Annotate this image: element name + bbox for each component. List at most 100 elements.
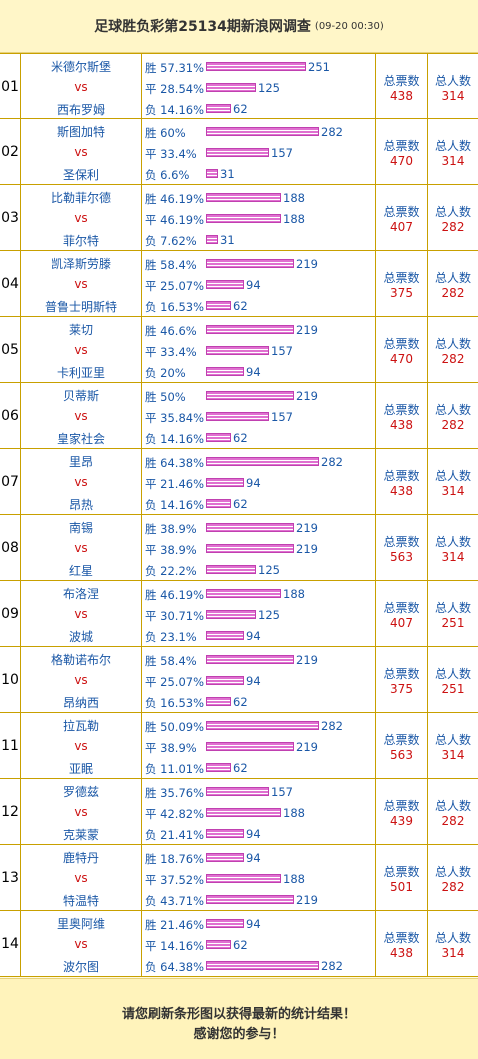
away-team-link[interactable]: 特温特: [62, 894, 99, 908]
home-team-link[interactable]: 比勒菲尔德: [50, 191, 111, 205]
vote-count: 31: [220, 233, 235, 247]
teams-cell: 莱切 vs 卡利亚里: [21, 317, 142, 382]
match-row: 07 里昂 vs 昂热 胜 64.38% 282 平 21.46% 94 负 14.16% 62 总…: [0, 449, 478, 515]
vote-bar: [206, 193, 281, 202]
stat-label: 负 43.71%: [145, 893, 205, 909]
total-votes-value: 439: [390, 814, 413, 828]
away-team-link[interactable]: 亚眠: [68, 762, 93, 776]
vs-label: vs: [74, 871, 88, 885]
total-votes-label: 总票数: [383, 271, 420, 285]
total-people-label: 总人数: [434, 403, 471, 417]
result-label: 胜: [145, 720, 157, 734]
away-team-link[interactable]: 圣保利: [62, 168, 99, 182]
total-people-cell: 总人数 282: [428, 317, 478, 382]
match-row: 12 罗德兹 vs 克莱蒙 胜 35.76% 157 平 42.82% 188 负 21.41%…: [0, 779, 478, 845]
teams-cell: 南锡 vs 红星: [21, 515, 142, 580]
result-label: 平: [145, 213, 157, 227]
vs-label: vs: [74, 475, 88, 489]
vote-bar: [206, 874, 281, 883]
home-team-link[interactable]: 格勒诺布尔: [50, 653, 111, 667]
result-label: 胜: [145, 918, 157, 932]
result-label: 平: [145, 543, 157, 557]
result-label: 平: [145, 147, 157, 161]
vote-count: 94: [246, 365, 261, 379]
stats-cell: 胜 64.38% 282 平 21.46% 94 负 14.16% 62: [142, 449, 376, 514]
away-team-link[interactable]: 普鲁士明斯特: [44, 300, 117, 314]
away-team-link[interactable]: 菲尔特: [62, 234, 99, 248]
away-team-link[interactable]: 波尔图: [62, 960, 99, 974]
stat-label: 胜 46.19%: [145, 191, 205, 207]
away-team-link[interactable]: 克莱蒙: [62, 828, 99, 842]
away-team-link[interactable]: 昂纳西: [62, 696, 99, 710]
percent-value: 38.9%: [160, 741, 197, 755]
home-team-link[interactable]: 布洛涅: [62, 587, 99, 601]
vote-count: 188: [283, 587, 305, 601]
vote-count: 125: [258, 563, 280, 577]
vote-count: 94: [246, 674, 261, 688]
away-team-link[interactable]: 波城: [68, 630, 93, 644]
total-votes-value: 407: [390, 616, 413, 630]
total-people-label: 总人数: [434, 535, 471, 549]
away-team-link[interactable]: 皇家社会: [56, 432, 105, 446]
result-label: 平: [145, 609, 157, 623]
percent-value: 16.53%: [160, 696, 205, 710]
vote-bar: [206, 235, 218, 244]
total-votes-label: 总票数: [383, 337, 420, 351]
total-people-label: 总人数: [434, 271, 471, 285]
home-team-link[interactable]: 凯泽斯劳滕: [50, 257, 111, 271]
match-row: 02 斯图加特 vs 圣保利 胜 60% 282 平 33.4% 157 负 6.6% 31 总票数…: [0, 119, 478, 185]
total-people-label: 总人数: [434, 667, 471, 681]
stat-label: 平 25.07%: [145, 674, 205, 690]
home-team-link[interactable]: 里奥阿维: [56, 917, 105, 931]
percent-value: 14.16%: [160, 498, 205, 512]
home-team-link[interactable]: 贝蒂斯: [62, 389, 99, 403]
vote-count: 157: [271, 410, 293, 424]
vote-bar: [206, 787, 269, 796]
home-team-link[interactable]: 斯图加特: [56, 125, 105, 139]
home-team-link[interactable]: 米德尔斯堡: [50, 60, 111, 74]
away-team-link[interactable]: 红星: [68, 564, 93, 578]
total-votes-value: 438: [390, 946, 413, 960]
home-team-link[interactable]: 南锡: [68, 521, 93, 535]
vote-bar: [206, 478, 244, 487]
stats-cell: 胜 57.31% 251 平 28.54% 125 负 14.16% 62: [142, 54, 376, 119]
percent-value: 38.9%: [160, 522, 197, 536]
vote-count: 62: [233, 497, 248, 511]
result-label: 胜: [145, 390, 157, 404]
home-team-link[interactable]: 拉瓦勒: [62, 719, 99, 733]
vote-bar: [206, 412, 269, 421]
percent-value: 21.46%: [160, 477, 205, 491]
percent-value: 30.71%: [160, 609, 205, 623]
vs-label: vs: [74, 80, 88, 94]
percent-value: 20%: [160, 366, 186, 380]
vs-label: vs: [74, 145, 88, 159]
away-team-link[interactable]: 卡利亚里: [56, 366, 105, 380]
match-row: 11 拉瓦勒 vs 亚眠 胜 50.09% 282 平 38.9% 219 负 11.01% 62…: [0, 713, 478, 779]
home-team-link[interactable]: 莱切: [68, 323, 93, 337]
stats-cell: 胜 60% 282 平 33.4% 157 负 6.6% 31: [142, 119, 376, 184]
home-team-link[interactable]: 里昂: [68, 455, 93, 469]
vote-count: 94: [246, 476, 261, 490]
stat-label: 胜 38.9%: [145, 521, 205, 537]
vote-bar: [206, 127, 319, 136]
total-people-value: 282: [441, 220, 465, 234]
result-label: 胜: [145, 654, 157, 668]
total-votes-label: 总票数: [383, 601, 420, 615]
stats-cell: 胜 46.6% 219 平 33.4% 157 负 20% 94: [142, 317, 376, 382]
stat-label: 负 14.16%: [145, 431, 205, 447]
total-people-label: 总人数: [434, 469, 471, 483]
total-people-label: 总人数: [434, 865, 471, 879]
stat-label: 平 33.4%: [145, 344, 205, 360]
vote-bar: [206, 895, 294, 904]
away-team-link[interactable]: 西布罗姆: [56, 103, 105, 117]
home-team-link[interactable]: 罗德兹: [62, 785, 99, 799]
stats-cell: 胜 38.9% 219 平 38.9% 219 负 22.2% 125: [142, 515, 376, 580]
vote-bar: [206, 433, 231, 442]
teams-cell: 布洛涅 vs 波城: [21, 581, 142, 646]
away-team-link[interactable]: 昂热: [68, 498, 93, 512]
total-votes-cell: 总票数 438: [376, 449, 428, 514]
total-votes-label: 总票数: [383, 403, 420, 417]
vote-bar: [206, 544, 294, 553]
home-team-link[interactable]: 鹿特丹: [62, 851, 99, 865]
vote-count: 282: [321, 455, 343, 469]
